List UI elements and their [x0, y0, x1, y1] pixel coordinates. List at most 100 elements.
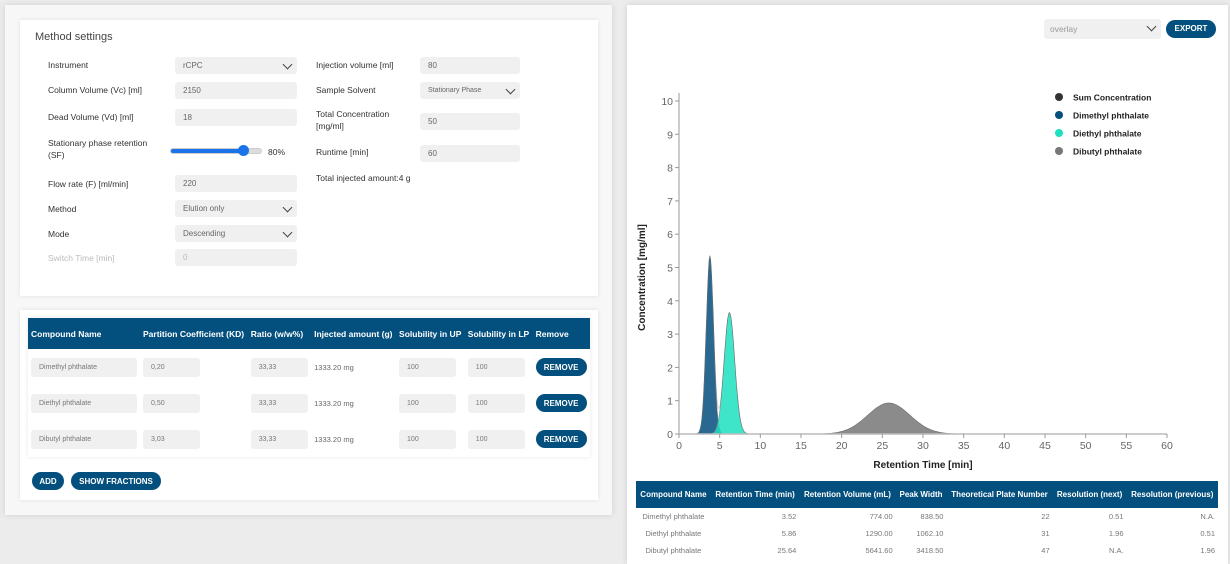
injection-volume-input[interactable]: 80	[420, 57, 520, 74]
results-cell: 0.51	[1108, 512, 1124, 521]
right-panel: 0 5 10 15 20 25 30 35 40 45 50 55 60 0 1 2 3 4 5 6 7 8 9 10 Rete…	[627, 5, 1228, 564]
slider-thumb[interactable]	[238, 145, 249, 156]
y-tick-label: 8	[667, 163, 673, 175]
sample-solvent-select[interactable]: Stationary Phase	[420, 82, 520, 99]
slider-fill	[171, 149, 243, 153]
x-tick-label: 25	[876, 440, 888, 452]
series-line-sum-concentration	[679, 255, 1167, 435]
results-table: Compound Name Retention Time (min) Reten…	[636, 481, 1218, 559]
results-cell: 5.86	[781, 529, 797, 538]
switch-time-input: 0	[175, 249, 297, 266]
solubility-lp-input[interactable]: 100	[467, 357, 525, 377]
instrument-label: Instrument	[48, 60, 89, 70]
col-header: Solubility in UP	[396, 318, 465, 349]
results-row: Dibutyl phthalate 25.64 5641.60 3418.50 47 N.…	[636, 542, 1218, 559]
x-tick-label: 0	[676, 440, 682, 452]
solubility-up-input[interactable]: 100	[399, 429, 457, 449]
runtime-label: Runtime [min]	[316, 147, 369, 157]
add-button[interactable]: ADD	[32, 472, 64, 490]
col-header: Peak Width	[895, 481, 947, 508]
compound-row: Dimethyl phthalate 0,20 33,33 1333.20 mg…	[28, 349, 590, 385]
col-header: Ratio (w/w%)	[247, 318, 312, 349]
results-cell: 1.96	[1108, 529, 1124, 538]
results-cell: 25.64	[777, 546, 797, 555]
chevron-down-icon	[1148, 21, 1155, 30]
compound-name-input[interactable]: Dimethyl phthalate	[31, 357, 137, 377]
kd-input[interactable]: 0,50	[143, 393, 200, 413]
results-cell: 1.96	[1200, 546, 1215, 555]
method-value: Elution only	[183, 204, 225, 213]
runtime-input[interactable]: 60	[420, 145, 520, 162]
flow-rate-input[interactable]: 220	[175, 175, 297, 192]
chevron-down-icon	[284, 202, 291, 211]
y-tick-label: 5	[667, 263, 673, 275]
mode-value: Descending	[183, 229, 226, 238]
kd-input[interactable]: 3,03	[143, 429, 200, 449]
remove-button[interactable]: REMOVE	[535, 394, 587, 412]
legend-label: Diethyl phthalate	[1073, 129, 1142, 139]
results-row: Diethyl phthalate 5.86 1290.00 1062.10 31 1.9…	[636, 525, 1218, 542]
switch-time-label: Switch Time [min]	[48, 253, 115, 263]
column-volume-input[interactable]: 2150	[175, 82, 297, 99]
show-fractions-button[interactable]: SHOW FRACTIONS	[71, 472, 161, 490]
col-header: Compound Name	[636, 481, 711, 508]
remove-button[interactable]: REMOVE	[535, 358, 587, 376]
kd-input[interactable]: 0,20	[143, 357, 200, 377]
y-tick-label: 4	[667, 296, 673, 308]
remove-button[interactable]: REMOVE	[535, 430, 587, 448]
legend-label: Dibutyl phthalate	[1073, 147, 1142, 157]
chromatogram-chart: 0 5 10 15 20 25 30 35 40 45 50 55 60012345678910Rete…	[637, 93, 1173, 472]
method-settings-card: Method settings Instrument rCPC Column V…	[20, 20, 598, 296]
total-concentration-label: Total Concentration [mg/ml]	[316, 109, 390, 131]
results-cell: N.A.	[1200, 512, 1215, 521]
total-injected-amount: Total injected amount:4 g	[316, 173, 411, 183]
chevron-down-icon	[507, 84, 514, 93]
total-concentration-input[interactable]: 50	[420, 113, 520, 130]
solubility-lp-input[interactable]: 100	[467, 429, 525, 449]
sample-solvent-label: Sample Solvent	[316, 85, 376, 95]
results-cell: 3.52	[781, 512, 797, 521]
x-tick-label: 5	[717, 440, 723, 452]
legend-label: Sum Concentration	[1073, 93, 1151, 103]
view-mode-value: overlay	[1050, 24, 1078, 34]
injection-volume-label: Injection volume [ml]	[316, 60, 394, 70]
chevron-down-icon	[284, 59, 291, 68]
retention-slider[interactable]	[170, 145, 262, 156]
x-tick-label: 20	[836, 440, 848, 452]
ratio-input[interactable]: 33,33	[250, 393, 308, 413]
y-tick-label: 1	[667, 396, 673, 408]
legend-label: Dimethyl phthalate	[1073, 111, 1149, 121]
column-volume-label: Column Volume (Vc) [ml]	[48, 85, 142, 95]
injected-amount: 1333.20 mg	[314, 362, 354, 372]
compounds-card: Compound Name Partition Coefficient (KD)…	[20, 310, 598, 500]
x-tick-label: 45	[1039, 440, 1051, 452]
ratio-input[interactable]: 33,33	[250, 357, 308, 377]
results-cell: Dibutyl phthalate	[645, 546, 702, 555]
view-mode-select[interactable]: overlay	[1044, 19, 1161, 39]
ratio-input[interactable]: 33,33	[250, 429, 308, 449]
results-cell: 0.51	[1200, 529, 1215, 538]
x-tick-label: 30	[917, 440, 929, 452]
export-button[interactable]: EXPORT	[1166, 20, 1216, 38]
section-title: Method settings	[35, 31, 113, 43]
y-tick-label: 2	[667, 362, 673, 374]
results-cell: 22	[1041, 512, 1050, 521]
compound-name-input[interactable]: Dibutyl phthalate	[31, 429, 137, 449]
mode-select[interactable]: Descending	[175, 225, 297, 242]
results-cell: 838.50	[920, 512, 944, 521]
solubility-lp-input[interactable]: 100	[467, 393, 525, 413]
solubility-up-input[interactable]: 100	[399, 393, 457, 413]
method-select[interactable]: Elution only	[175, 200, 297, 217]
chevron-down-icon	[284, 227, 291, 236]
compound-row: Dibutyl phthalate 3,03 33,33 1333.20 mg …	[28, 421, 590, 457]
results-cell: 47	[1041, 546, 1050, 555]
dead-volume-input[interactable]: 18	[175, 109, 297, 126]
instrument-value: rCPC	[183, 61, 203, 70]
instrument-select[interactable]: rCPC	[175, 57, 297, 74]
x-tick-label: 15	[795, 440, 807, 452]
compound-name-input[interactable]: Diethyl phthalate	[31, 393, 137, 413]
solubility-up-input[interactable]: 100	[399, 357, 457, 377]
results-cell: 1290.00	[865, 529, 893, 538]
results-cell: 774.00	[869, 512, 893, 521]
y-tick-label: 10	[661, 96, 673, 108]
